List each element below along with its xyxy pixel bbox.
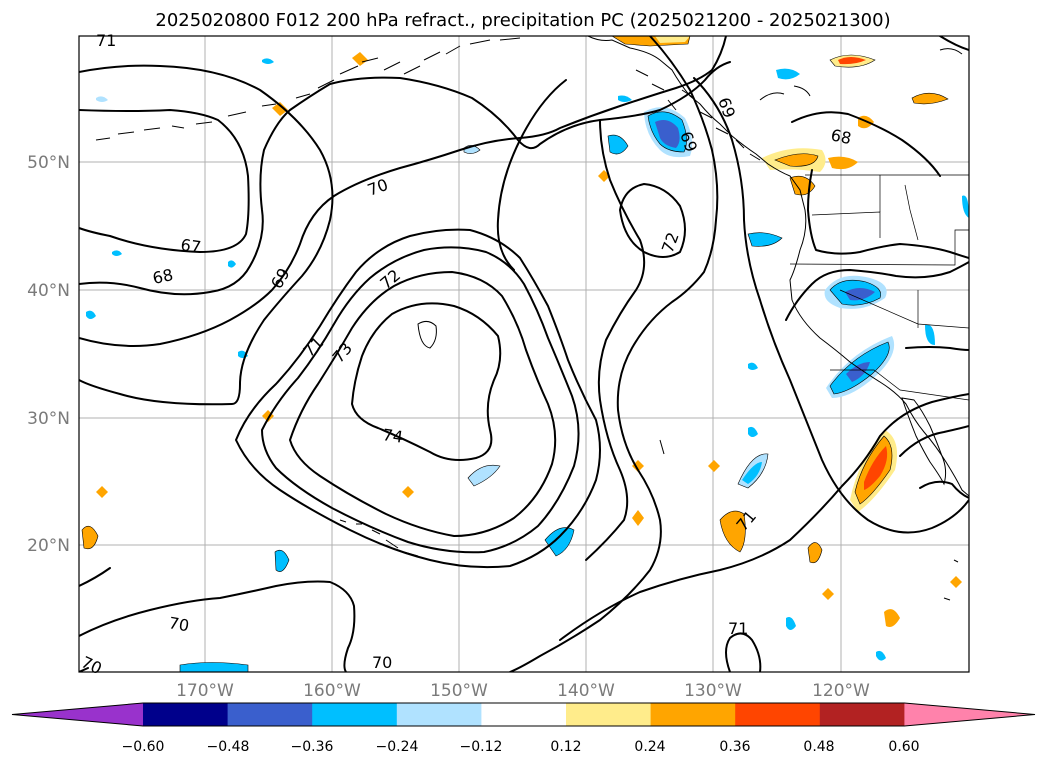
colorbar-tick-label: 0.24 <box>634 739 665 755</box>
contour-label: 69 <box>714 95 739 121</box>
longitude-ticks: 170°W 160°W 150°W 140°W 130°W 120°W <box>176 681 870 701</box>
contour-label: 69 <box>267 265 294 292</box>
contour-label: 70 <box>167 613 190 635</box>
contour-label: 70 <box>372 653 392 672</box>
coastlines <box>95 36 969 601</box>
colorbar-ticks: −0.60 −0.48 −0.36 −0.24 −0.12 0.12 0.24 … <box>122 739 920 755</box>
contour-label: 68 <box>151 265 175 288</box>
latitude-ticks: 50°N 40°N 30°N 20°N <box>27 153 70 556</box>
lon-tick-label: 140°W <box>557 681 615 701</box>
colorbar-tick-label: 0.12 <box>550 739 581 755</box>
lat-tick-label: 30°N <box>27 409 70 429</box>
colorbar-tick-label: −0.60 <box>122 739 165 755</box>
colorbar-extend-low <box>12 703 143 726</box>
colorbar-bin <box>735 703 821 726</box>
lon-tick-label: 170°W <box>176 681 234 701</box>
colorbar-tick-label: −0.48 <box>207 739 250 755</box>
colorbar-bin <box>566 703 652 726</box>
colorbar-tick-label: 0.60 <box>888 739 919 755</box>
lon-tick-label: 160°W <box>303 681 361 701</box>
contour-label: 68 <box>829 125 853 148</box>
colorbar-bin <box>227 703 313 726</box>
lat-tick-label: 20°N <box>27 536 70 556</box>
lon-tick-label: 130°W <box>684 681 742 701</box>
refractivity-contours <box>79 36 969 672</box>
contour-label: 70 <box>78 652 104 678</box>
colorbar-tick-label: −0.36 <box>291 739 334 755</box>
colorbar <box>11 702 1036 727</box>
colorbar-tick-label: 0.48 <box>803 739 834 755</box>
contour-label: 71 <box>96 31 116 50</box>
contour-label: 71 <box>728 619 748 638</box>
colorbar-bin <box>396 703 482 726</box>
map-area <box>79 36 969 672</box>
colorbar-bin <box>312 703 398 726</box>
colorbar-bin <box>481 703 567 726</box>
contour-label: 67 <box>179 235 202 257</box>
lon-tick-label: 150°W <box>430 681 488 701</box>
precip-shading <box>81 36 969 672</box>
colorbar-bin <box>819 703 905 726</box>
lon-tick-label: 120°W <box>812 681 870 701</box>
map-frame <box>78 35 970 673</box>
colorbar-bin <box>143 703 229 726</box>
graticule <box>79 36 969 672</box>
political-borders <box>789 174 969 401</box>
colorbar-tick-label: 0.36 <box>719 739 750 755</box>
colorbar-bin <box>650 703 736 726</box>
contour-labels: 71 70 67 68 69 72 71 73 74 72 69 69 68 7… <box>78 31 853 678</box>
contour-label: 74 <box>381 425 404 447</box>
figure-title: 2025020800 F012 200 hPa refract., precip… <box>155 10 890 31</box>
lat-tick-label: 40°N <box>27 281 70 301</box>
colorbar-extend-high <box>904 703 1035 726</box>
colorbar-tick-label: −0.24 <box>376 739 419 755</box>
lat-tick-label: 50°N <box>27 153 70 173</box>
contour-label: 71 <box>299 333 327 361</box>
colorbar-tick-label: −0.12 <box>460 739 503 755</box>
colorbar-outline <box>11 702 1036 727</box>
